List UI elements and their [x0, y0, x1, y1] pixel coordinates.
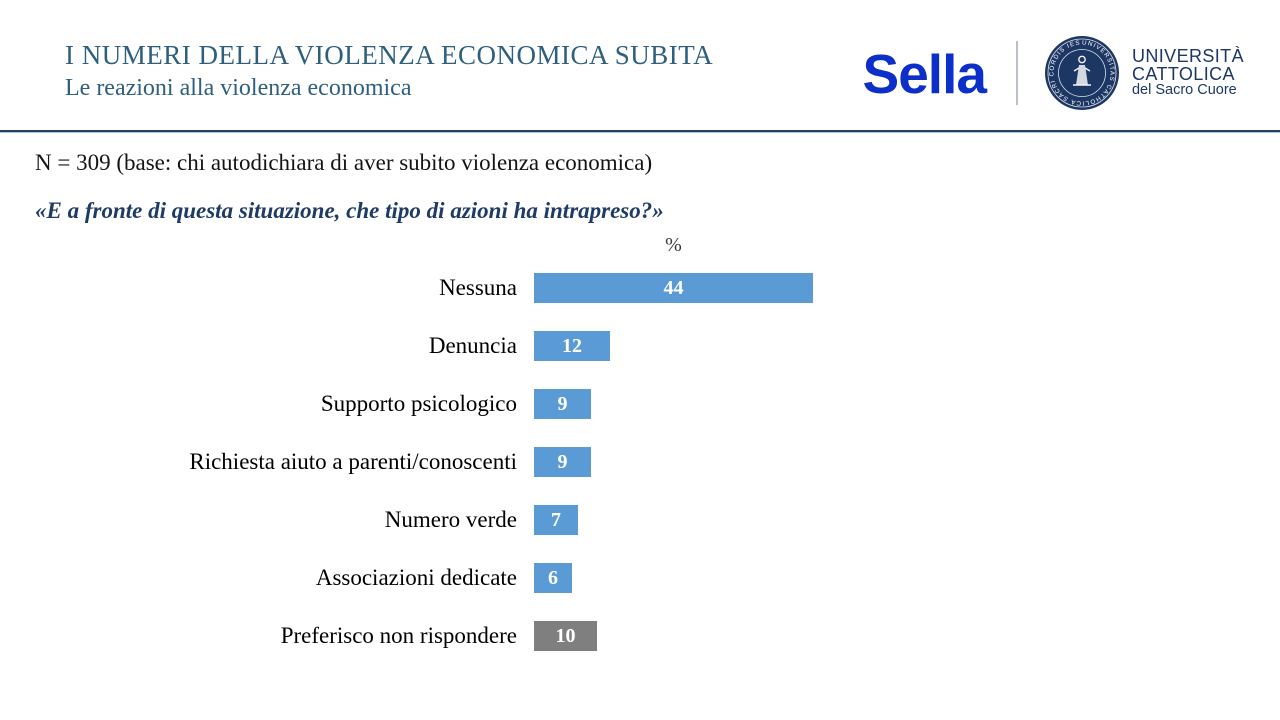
bar-value-label: 10: [555, 624, 576, 647]
bar-value-label: 12: [562, 334, 582, 357]
bar-category-label: Richiesta aiuto a parenti/conoscenti: [189, 449, 517, 475]
bar-value-label: 44: [663, 276, 684, 299]
sample-base-note: N = 309 (base: chi autodichiara di aver …: [35, 150, 653, 175]
chart-rows: Nessuna 44 Denuncia 12 Supporto psicologico 9…: [0, 273, 1280, 652]
universita-cattolica-seal-icon: UNIVERSITAS CATHOLICA SACRI CORDIS IESU …: [1044, 35, 1119, 110]
seal-seated-figure: [1072, 55, 1091, 86]
chart-row: Richiesta aiuto a parenti/conoscenti 9: [0, 447, 1280, 478]
bar: 9: [534, 389, 591, 420]
survey-question: «E a fronte di questa situazione, che ti…: [35, 197, 664, 223]
universita-cattolica-logo: UNIVERSITAS CATHOLICA SACRI CORDIS IES U …: [1044, 35, 1244, 111]
bar: 10: [534, 621, 597, 652]
slide-subtitle: Le reazioni alla violenza economica: [65, 75, 412, 102]
sella-logo: Sella: [862, 42, 987, 105]
chart-row: Associazioni dedicate 6: [0, 563, 1280, 594]
bar-category-label: Nessuna: [439, 275, 517, 301]
header-text-block: I NUMERI DELLA VIOLENZA ECONOMICA SUBITA…: [65, 40, 713, 101]
uc-wordmark-line2: CATTOLICA: [1131, 64, 1235, 85]
chart-row: Nessuna 44: [0, 273, 1280, 304]
logo-divider: [1015, 41, 1018, 105]
chart-row: Numero verde 7: [0, 505, 1280, 536]
chart-row: Preferisco non rispondere 10: [0, 621, 1280, 652]
uc-wordmark-line1: UNIVERSITÀ: [1131, 46, 1244, 67]
bar-category-label: Numero verde: [384, 507, 517, 533]
chart-row: Supporto psicologico 9: [0, 389, 1280, 420]
bar: 6: [534, 563, 572, 594]
bar: 7: [534, 505, 578, 536]
bar: 9: [534, 447, 591, 478]
bar-value-label: 9: [557, 450, 568, 473]
bar-chart: % Nessuna 44 Denuncia 12 Supporto psicologic…: [0, 234, 1280, 652]
bar-value-label: 7: [551, 508, 561, 531]
bar-category-label: Supporto psicologico: [320, 391, 517, 417]
bar-category-label: Associazioni dedicate: [315, 565, 517, 591]
bar-category-label: Denuncia: [428, 333, 517, 359]
logo-block: Sella UNIVERSITAS CATHOLICA SACRI CORDIS…: [863, 35, 1244, 111]
slide-title: I NUMERI DELLA VIOLENZA ECONOMICA SUBITA: [65, 40, 714, 70]
bar-value-label: 9: [557, 392, 568, 415]
header-divider-line: [0, 130, 1280, 133]
universita-cattolica-wordmark: UNIVERSITÀ CATTOLICA del Sacro Cuore: [1132, 47, 1244, 99]
chart-unit-label: %: [665, 234, 682, 257]
uc-wordmark-line3: del Sacro Cuore: [1131, 82, 1237, 99]
bar: 44: [534, 273, 813, 304]
slide-header: I NUMERI DELLA VIOLENZA ECONOMICA SUBITA…: [0, 0, 1280, 130]
chart-row: Denuncia 12: [0, 331, 1280, 362]
slide-body: N = 309 (base: chi autodichiara di aver …: [0, 149, 1280, 652]
bar-value-label: 6: [548, 566, 558, 589]
bar: 12: [534, 331, 610, 362]
bar-category-label: Preferisco non rispondere: [280, 623, 517, 649]
